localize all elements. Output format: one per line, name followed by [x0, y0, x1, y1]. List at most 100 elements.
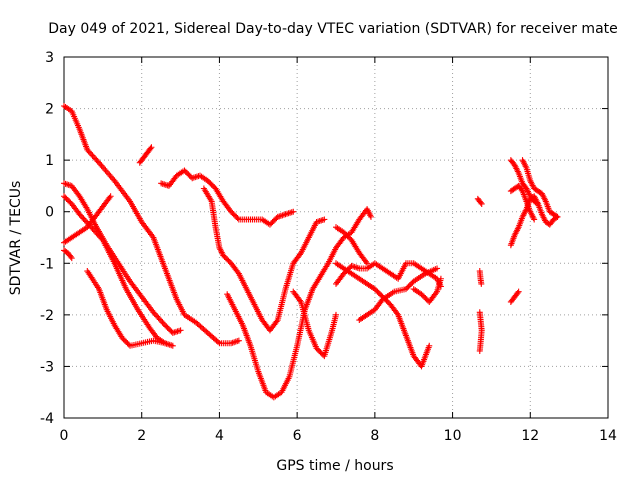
data-point — [231, 212, 238, 219]
x-tick-label: 8 — [370, 428, 379, 444]
plot-frame — [63, 56, 609, 419]
data-point — [98, 235, 105, 242]
data-point — [152, 312, 159, 319]
data-point — [68, 255, 75, 262]
series-arc-15 — [333, 224, 371, 267]
data-point — [272, 216, 279, 223]
data-point — [234, 215, 241, 222]
data-point — [374, 288, 381, 295]
data-point — [342, 230, 349, 237]
data-point — [89, 152, 96, 159]
data-point — [426, 342, 433, 349]
series-arc-8 — [158, 167, 297, 228]
data-point — [318, 350, 325, 357]
data-point — [165, 326, 172, 333]
data-point — [208, 181, 215, 188]
data-point — [344, 233, 351, 240]
series-arc-3 — [61, 193, 169, 347]
series-arc-1 — [61, 102, 242, 347]
data-point — [316, 347, 323, 354]
data-point — [476, 347, 483, 354]
data-point — [434, 265, 441, 272]
data-point — [405, 283, 412, 290]
gridlines — [64, 57, 608, 418]
series-arc-11 — [290, 288, 339, 360]
data-point — [76, 211, 83, 218]
data-point — [66, 198, 73, 205]
y-tick-label: 0 — [45, 205, 54, 221]
data-point — [119, 335, 126, 342]
data-point — [177, 327, 184, 334]
data-point — [477, 199, 484, 206]
data-point — [422, 295, 429, 302]
y-tick-label: -1 — [40, 256, 54, 272]
y-tick-label: -3 — [40, 359, 54, 375]
series-arc-4 — [61, 193, 114, 246]
data-point — [154, 313, 161, 320]
data-point — [209, 182, 216, 189]
data-point — [162, 322, 169, 329]
data-point — [184, 170, 191, 177]
x-tick-label: 10 — [444, 428, 462, 444]
data-point — [220, 252, 227, 259]
data-point — [343, 268, 350, 275]
data-point — [535, 200, 542, 207]
data-point — [186, 172, 193, 179]
data-point — [94, 158, 101, 165]
data-point — [270, 217, 277, 224]
data-point — [340, 270, 347, 277]
data-point — [478, 280, 485, 287]
data-point — [107, 193, 114, 200]
data-point — [89, 225, 96, 232]
data-point — [375, 289, 382, 296]
data-point — [224, 256, 231, 263]
data-point — [92, 228, 99, 235]
data-point — [364, 260, 371, 267]
series-arc-20 — [507, 288, 522, 305]
data-point — [377, 291, 384, 298]
data-point — [163, 323, 170, 330]
series-arc-18 — [476, 309, 485, 354]
data-point — [147, 145, 154, 152]
data-point — [125, 341, 132, 348]
data-point — [342, 269, 349, 276]
data-point — [150, 309, 157, 316]
data-point — [121, 337, 128, 344]
data-point — [419, 292, 426, 299]
x-tick-label: 0 — [60, 428, 69, 444]
series-arc-23 — [519, 157, 561, 220]
series-arc-10 — [224, 206, 374, 401]
data-point — [158, 317, 165, 324]
data-point — [156, 316, 163, 323]
series-arc-2 — [61, 180, 184, 336]
y-tick-label: -4 — [40, 411, 54, 427]
data-point — [314, 346, 321, 353]
data-point — [85, 148, 92, 155]
data-point — [313, 345, 320, 352]
data-point — [81, 217, 88, 224]
data-point — [151, 310, 158, 317]
series-arc-12 — [333, 260, 433, 370]
data-point — [92, 155, 99, 162]
data-point — [79, 214, 86, 221]
data-point — [402, 286, 409, 293]
data-point — [408, 280, 415, 287]
data-point — [86, 149, 93, 156]
data-point — [80, 215, 87, 222]
data-point — [84, 146, 91, 153]
series-arc-14 — [333, 260, 444, 290]
data-point — [164, 324, 171, 331]
y-tick-label: 3 — [45, 50, 54, 66]
series-arc-7 — [136, 144, 155, 166]
data-point — [340, 229, 347, 236]
data-point — [518, 186, 525, 193]
data-point — [95, 232, 102, 239]
data-point — [221, 253, 228, 260]
data-point — [230, 211, 237, 218]
data-point — [533, 200, 540, 207]
data-point — [63, 195, 70, 202]
data-point — [268, 220, 275, 227]
series-arc-24 — [507, 182, 538, 223]
